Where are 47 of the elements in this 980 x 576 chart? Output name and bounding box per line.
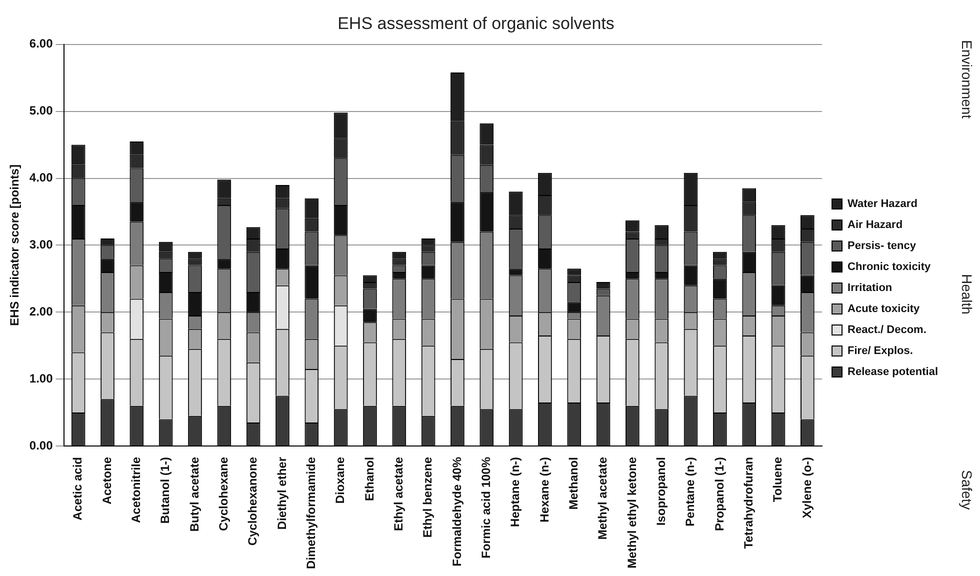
x-tick-label: Cyclohexanone: [246, 456, 260, 546]
x-tick-label: Propanol (1-): [712, 456, 726, 531]
text: Health: [959, 274, 975, 315]
x-tick-label: Acetic acid: [70, 456, 85, 520]
x-tick-label: Ethyl benzene: [420, 456, 435, 538]
x-tick-label: Methyl acetate: [596, 456, 610, 540]
x-tick-label: Hexane (n-): [537, 456, 552, 522]
y-tick-label: 2.00: [29, 304, 54, 318]
y-tick-label: 4.00: [29, 170, 54, 185]
legend-label: Chronic toxicity: [848, 261, 932, 274]
x-tick-label: Toluene: [770, 456, 785, 502]
x-tick-label: Diethyl ether: [274, 456, 289, 530]
x-tick-label: Dimethylformamide: [304, 456, 318, 570]
legend-label: Persis- tency: [848, 240, 917, 252]
y-tick-label: 1.00: [29, 371, 54, 386]
x-tick-label: Xylene (o-): [800, 456, 814, 518]
x-tick-label: Ethyl acetate: [391, 456, 406, 532]
x-tick-label: Dioxane: [333, 456, 348, 504]
x-tick-label: Butanol (1-): [158, 456, 172, 524]
legend-label: React./ Decom.: [848, 324, 926, 336]
x-tick-label: Tetrahydrofuran: [741, 456, 756, 549]
x-tick-label: Acetone: [100, 456, 114, 504]
y-axis-title: EHS indicator score [points]: [8, 164, 22, 326]
x-tick-label: Cyclohexane: [216, 456, 230, 532]
x-tick-label: Methanol: [566, 456, 580, 510]
x-tick-label: Isopropanol: [654, 456, 668, 526]
x-tick-label: Ethanol: [362, 456, 376, 501]
legend-label: Fire/ Explos.: [848, 345, 913, 358]
x-tick-label: Formic acid 100%: [478, 456, 493, 558]
y-tick-label: 0.00: [29, 438, 54, 452]
legend-label: Acute toxicity: [848, 303, 921, 316]
legend-label: Release potential: [848, 366, 938, 378]
x-tick-label: Heptane (n-): [508, 456, 522, 527]
legend-label: Air Hazard: [848, 219, 903, 232]
text: Environment: [959, 40, 975, 119]
legend-label: Water Hazard: [848, 198, 918, 210]
x-tick-label: Pentane (n-): [683, 456, 698, 526]
chart-title: EHS assessment of organic solvents: [338, 14, 614, 33]
x-tick-label: Methyl ethyl ketone: [624, 456, 639, 568]
x-tick-label: Butyl acetate: [187, 456, 202, 532]
text: Safety: [959, 470, 975, 510]
y-tick-label: 3.00: [29, 238, 54, 252]
x-tick-label: Acetonitrile: [128, 456, 143, 523]
legend-label: Irritation: [848, 282, 892, 294]
x-tick-label: Formaldehyde 40%: [450, 456, 464, 566]
y-tick-label: 5.00: [29, 104, 54, 118]
y-tick-label: 6.00: [29, 36, 54, 51]
